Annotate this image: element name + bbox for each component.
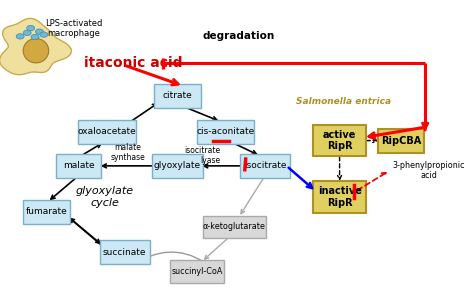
Text: RipCBA: RipCBA bbox=[381, 135, 421, 146]
FancyBboxPatch shape bbox=[197, 120, 254, 144]
FancyBboxPatch shape bbox=[78, 120, 136, 144]
Circle shape bbox=[40, 32, 48, 37]
Text: glyoxylate
cycle: glyoxylate cycle bbox=[76, 186, 134, 208]
FancyBboxPatch shape bbox=[378, 129, 424, 152]
Text: malate: malate bbox=[63, 161, 94, 170]
Text: Salmonella entrica: Salmonella entrica bbox=[296, 97, 392, 106]
Circle shape bbox=[23, 30, 31, 36]
Text: degradation: degradation bbox=[202, 31, 275, 41]
Text: citrate: citrate bbox=[163, 91, 192, 100]
Text: cis-aconitate: cis-aconitate bbox=[196, 127, 255, 136]
Text: α-ketoglutarate: α-ketoglutarate bbox=[203, 222, 266, 231]
FancyBboxPatch shape bbox=[56, 154, 101, 178]
FancyBboxPatch shape bbox=[313, 181, 366, 213]
FancyBboxPatch shape bbox=[203, 216, 266, 238]
FancyBboxPatch shape bbox=[313, 125, 366, 156]
FancyBboxPatch shape bbox=[240, 154, 290, 178]
Text: oxaloacetate: oxaloacetate bbox=[78, 127, 137, 136]
FancyBboxPatch shape bbox=[152, 154, 203, 178]
Circle shape bbox=[36, 29, 44, 34]
FancyBboxPatch shape bbox=[100, 240, 150, 264]
Text: succinate: succinate bbox=[103, 248, 146, 257]
Ellipse shape bbox=[23, 39, 49, 63]
Text: glyoxylate: glyoxylate bbox=[154, 161, 201, 170]
Text: 3-phenylpropionic
acid: 3-phenylpropionic acid bbox=[392, 161, 465, 180]
FancyBboxPatch shape bbox=[23, 200, 70, 224]
Text: isocitrate
lyase: isocitrate lyase bbox=[184, 146, 220, 165]
Text: succinyl-CoA: succinyl-CoA bbox=[171, 267, 223, 276]
Text: fumarate: fumarate bbox=[26, 208, 67, 216]
Circle shape bbox=[16, 34, 24, 39]
FancyBboxPatch shape bbox=[171, 260, 224, 283]
Text: malate
synthase: malate synthase bbox=[111, 143, 146, 162]
Text: isocitrate: isocitrate bbox=[244, 161, 286, 170]
Text: itaconic acid: itaconic acid bbox=[84, 56, 182, 70]
FancyBboxPatch shape bbox=[154, 84, 201, 108]
Circle shape bbox=[27, 25, 35, 31]
Text: active
RipR: active RipR bbox=[323, 130, 356, 151]
Text: inactive
RipR: inactive RipR bbox=[318, 186, 362, 208]
Text: LPS-activated
macrophage: LPS-activated macrophage bbox=[46, 19, 103, 38]
Polygon shape bbox=[0, 19, 71, 75]
Circle shape bbox=[31, 34, 39, 40]
